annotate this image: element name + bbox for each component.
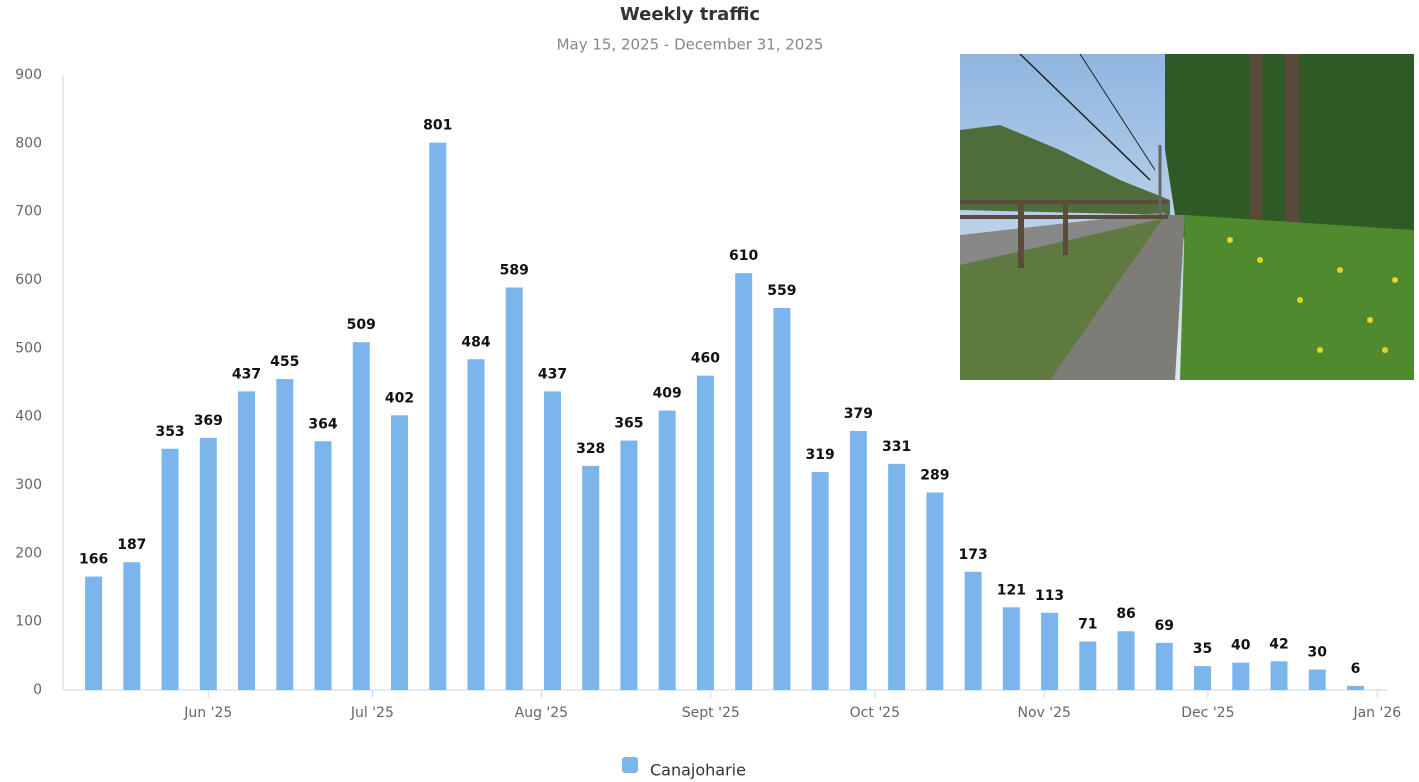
- bar: [582, 466, 599, 690]
- data-label: 364: [308, 416, 337, 432]
- x-tick-label: Sept '25: [682, 705, 740, 721]
- y-tick-label: 0: [33, 682, 42, 698]
- data-label: 437: [232, 366, 261, 382]
- bar: [238, 391, 255, 690]
- data-label: 409: [653, 386, 682, 402]
- data-label: 6: [1351, 661, 1361, 677]
- bar: [965, 572, 982, 690]
- bar: [1232, 663, 1249, 690]
- bar: [315, 441, 332, 690]
- bar: [1079, 641, 1096, 690]
- y-tick-label: 300: [15, 477, 42, 493]
- x-tick-label: Jul '25: [350, 705, 394, 721]
- bar: [429, 143, 446, 690]
- bar: [1118, 631, 1135, 690]
- data-label: 121: [997, 582, 1026, 598]
- bar: [1041, 613, 1058, 690]
- bar: [467, 359, 484, 690]
- bar: [888, 464, 905, 690]
- data-label: 166: [79, 552, 108, 568]
- data-label: 353: [155, 424, 184, 440]
- data-label: 86: [1116, 606, 1135, 622]
- y-tick-label: 700: [15, 204, 42, 220]
- data-label: 402: [385, 390, 414, 406]
- chart: Weekly traffic May 15, 2025 - December 3…: [0, 0, 1419, 782]
- y-tick-label: 900: [15, 67, 42, 83]
- legend-swatch: [622, 757, 638, 773]
- x-tick-label: Jan '26: [1352, 705, 1401, 721]
- y-tick-label: 200: [15, 545, 42, 561]
- bar: [735, 273, 752, 690]
- data-label: 559: [767, 283, 796, 299]
- data-label: 509: [347, 317, 376, 333]
- x-tick-label: Jun '25: [183, 705, 232, 721]
- data-label: 69: [1155, 618, 1174, 634]
- bar: [1156, 643, 1173, 690]
- bar: [1194, 666, 1211, 690]
- bar: [1271, 661, 1288, 690]
- bar: [850, 431, 867, 690]
- bar: [506, 288, 523, 690]
- data-label: 113: [1035, 588, 1064, 604]
- data-label: 455: [270, 354, 299, 370]
- data-label: 610: [729, 248, 758, 264]
- bar: [1347, 686, 1364, 690]
- data-label: 35: [1193, 641, 1212, 657]
- bar: [697, 376, 714, 690]
- bar: [544, 391, 561, 690]
- data-label: 40: [1231, 638, 1251, 654]
- chart-subtitle: May 15, 2025 - December 31, 2025: [557, 36, 824, 54]
- data-label: 801: [423, 118, 452, 134]
- data-label: 460: [691, 351, 720, 367]
- data-label: 484: [461, 334, 490, 350]
- y-tick-label: 500: [15, 340, 42, 356]
- data-label: 328: [576, 441, 605, 457]
- x-tick-label: Dec '25: [1181, 705, 1234, 721]
- bar: [620, 441, 637, 690]
- bar: [1003, 607, 1020, 690]
- data-label: 589: [500, 263, 529, 279]
- data-label: 71: [1078, 616, 1097, 632]
- data-label: 42: [1269, 636, 1288, 652]
- bar: [200, 438, 217, 690]
- bar: [123, 562, 140, 690]
- data-label: 369: [194, 413, 223, 429]
- data-label: 187: [117, 537, 146, 553]
- bar: [812, 472, 829, 690]
- x-tick-label: Nov '25: [1018, 705, 1071, 721]
- x-tick-label: Aug '25: [515, 705, 568, 721]
- chart-title: Weekly traffic: [620, 4, 760, 25]
- data-label: 30: [1308, 645, 1328, 661]
- bar: [162, 449, 179, 690]
- y-tick-label: 100: [15, 614, 42, 630]
- x-tick-label: Oct '25: [850, 705, 900, 721]
- data-label: 319: [806, 447, 835, 463]
- bar: [353, 342, 370, 690]
- photo: [960, 54, 1414, 380]
- y-tick-label: 400: [15, 409, 42, 425]
- bar: [926, 493, 943, 690]
- bar: [1309, 670, 1326, 691]
- data-label: 173: [958, 547, 987, 563]
- bar: [276, 379, 293, 690]
- data-label: 365: [614, 416, 643, 432]
- bar: [773, 308, 790, 690]
- data-label: 379: [844, 406, 873, 422]
- bar: [659, 411, 676, 690]
- legend-label: Canajoharie: [650, 761, 746, 780]
- data-label: 289: [920, 468, 949, 484]
- y-tick-label: 800: [15, 135, 42, 151]
- data-label: 331: [882, 439, 911, 455]
- data-label: 437: [538, 366, 567, 382]
- bar: [391, 415, 408, 690]
- bar: [85, 577, 102, 690]
- y-tick-label: 600: [15, 272, 42, 288]
